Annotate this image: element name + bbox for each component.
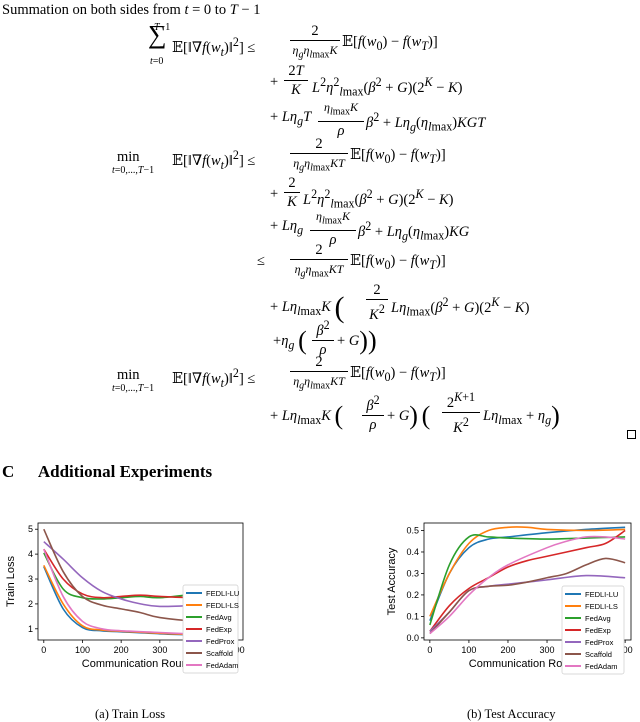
legend-label: FedAvg xyxy=(585,614,611,623)
legend-label: Scaffold xyxy=(585,650,612,659)
section-heading: C Additional Experiments xyxy=(2,462,212,482)
proof-intro: Summation on both sides from t = 0 to T … xyxy=(2,2,261,18)
legend-label: FEDLI-LU xyxy=(585,590,618,599)
legend-label: FedAdam xyxy=(585,662,618,671)
legend: FEDLI-LU FEDLI-LS FedAvg FedExp FedProx Scaff… xyxy=(561,585,625,675)
series-line-fedli-ls xyxy=(429,526,626,617)
x-axis-label: Communication Rounds xyxy=(82,658,200,670)
y-tick-label: 0.2 xyxy=(406,590,419,600)
sum-symbol: ∑ xyxy=(148,20,167,49)
x-tick-label: 0 xyxy=(427,645,432,655)
legend-box xyxy=(561,585,625,675)
legend-label: FedProx xyxy=(585,638,614,647)
y-tick-label: 0.1 xyxy=(406,611,419,621)
y-tick-label: 4 xyxy=(28,549,33,559)
legend-label: FedAvg xyxy=(206,613,232,622)
series-line-fedexp xyxy=(429,529,626,632)
legend: FEDLI-LU FEDLI-LS FedAvg FedExp FedProx Scaff… xyxy=(182,584,239,674)
y-tick-label: 1 xyxy=(28,624,33,634)
test-accuracy-chart: 01002003004005000.00.10.20.30.40.5Commun… xyxy=(386,522,633,675)
section-title: Additional Experiments xyxy=(37,462,213,481)
eq-line-1-lhs: 𝔼[‖∇f(wt)‖2] ≤ xyxy=(172,35,256,59)
sum-limit-bottom: t=0 xyxy=(150,56,164,67)
legend-label: FEDLI-LS xyxy=(206,601,239,610)
x-tick-label: 300 xyxy=(152,645,167,655)
caption-train-loss: (a) Train Loss xyxy=(95,707,166,721)
caption-test-accuracy: (b) Test Accuracy xyxy=(467,707,556,721)
x-tick-label: 200 xyxy=(500,645,515,655)
y-axis-label: Test Accuracy xyxy=(386,547,398,615)
x-tick-label: 100 xyxy=(461,645,476,655)
legend-box xyxy=(182,584,239,674)
x-tick-label: 200 xyxy=(114,645,129,655)
series-line-fedadam xyxy=(429,535,626,635)
y-tick-label: 0.0 xyxy=(406,633,419,643)
legend-label: FEDLI-LU xyxy=(206,589,239,598)
legend-label: FedExp xyxy=(585,626,611,635)
legend-label: FedExp xyxy=(206,625,232,634)
series-line-scaffold xyxy=(429,557,626,635)
sum-limit-top: T−1 xyxy=(154,22,171,33)
y-tick-label: 5 xyxy=(28,524,33,534)
section-number: C xyxy=(2,462,15,481)
qed-box-icon xyxy=(627,430,636,439)
train-loss-chart: 010020030040050012345Communication Round… xyxy=(5,522,245,674)
plot-frame xyxy=(37,522,244,641)
y-tick-label: 3 xyxy=(28,574,33,584)
legend-label: FedProx xyxy=(206,637,235,646)
y-axis-label: Train Loss xyxy=(5,556,17,607)
x-axis-label: Communication Rounds xyxy=(469,658,587,670)
x-tick-label: 300 xyxy=(540,645,555,655)
plot-frame xyxy=(423,522,632,641)
y-tick-label: 0.4 xyxy=(406,547,419,557)
y-tick-label: 0.3 xyxy=(406,568,419,578)
legend-label: FEDLI-LS xyxy=(585,602,618,611)
legend-label: FedAdam xyxy=(206,661,239,670)
x-tick-label: 100 xyxy=(75,645,90,655)
y-tick-label: 2 xyxy=(28,599,33,609)
x-tick-label: 0 xyxy=(41,645,46,655)
x-tick-label: 500 xyxy=(618,645,633,655)
legend-label: Scaffold xyxy=(206,649,233,658)
y-tick-label: 0.5 xyxy=(406,526,419,536)
